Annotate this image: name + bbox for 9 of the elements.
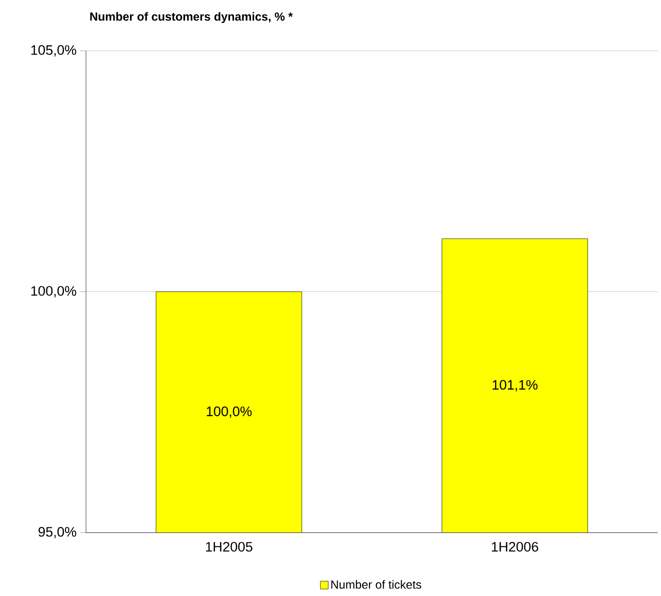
data-label: 100,0% (206, 406, 252, 418)
y-tick-label: 105,0% (31, 45, 76, 56)
data-label: 101,1% (492, 380, 538, 392)
chart-title: Number of customers dynamics, % * (90, 12, 293, 23)
legend-label: Number of tickets (331, 580, 422, 589)
y-tick-label: 95,0% (38, 526, 76, 538)
y-tick-label: 100,0% (31, 286, 76, 298)
x-tick-label: 1H2006 (492, 542, 538, 552)
x-tick-label: 1H2005 (206, 542, 252, 552)
